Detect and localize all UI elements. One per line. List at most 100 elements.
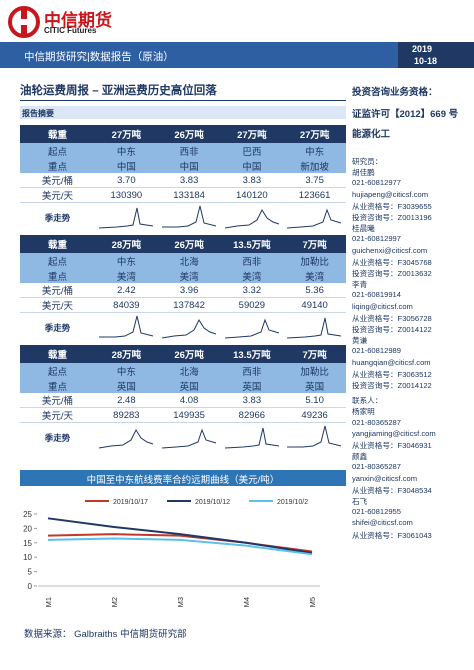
table-cell: 中东 bbox=[95, 143, 158, 158]
researcher-info: 投资咨询号：Z0014122 bbox=[352, 381, 432, 390]
sparkline bbox=[287, 208, 342, 229]
researcher-info: 投资咨询号：Z0013632 bbox=[352, 269, 432, 278]
table-cell: 28万吨 bbox=[95, 345, 158, 363]
sparkline bbox=[224, 427, 279, 449]
sparkline bbox=[99, 315, 154, 338]
sparkline-path bbox=[99, 315, 154, 338]
contact-info: yangjiaming@citicsf.com bbox=[352, 428, 436, 438]
y-tick-label: 15 bbox=[23, 539, 32, 548]
logo-mark bbox=[8, 6, 40, 38]
table-cell: 27万吨 bbox=[95, 125, 158, 143]
researcher-info: 021-60812977 bbox=[352, 178, 401, 188]
sparkline-path bbox=[287, 208, 342, 229]
table-cell: 加勒比 bbox=[283, 253, 346, 268]
table-cell: 3.70 bbox=[95, 173, 158, 188]
source: 数据来源： Galbraiths 中信期货研究部 bbox=[24, 629, 187, 640]
row-label: 重点 bbox=[20, 268, 95, 283]
series-line bbox=[47, 537, 313, 556]
y-tick-label: 0 bbox=[28, 582, 33, 591]
sparkline bbox=[224, 318, 279, 339]
table-cell: 149935 bbox=[157, 408, 221, 423]
researcher-info: 黄谦 bbox=[352, 336, 368, 346]
researcher-info: huangqian@citicsf.com bbox=[352, 357, 431, 367]
table-cell: 2.48 bbox=[95, 393, 158, 408]
chart-title-bar bbox=[20, 470, 346, 486]
table-cell: 美湾 bbox=[220, 268, 284, 283]
table-cell: 82966 bbox=[220, 408, 284, 423]
row-label: 起点 bbox=[20, 363, 95, 378]
x-tick-label: M1 bbox=[44, 597, 53, 607]
table-cell: 5.36 bbox=[283, 283, 346, 298]
table-cell: 26万吨 bbox=[157, 235, 221, 253]
table-cell: 28万吨 bbox=[95, 235, 158, 253]
sparkline-path bbox=[224, 318, 279, 339]
contact-info: 从业资格号：F3048534 bbox=[352, 485, 432, 495]
table-cell: 北海 bbox=[157, 253, 221, 268]
header-text: 中信期货研究|数据报告（原油） bbox=[24, 51, 174, 63]
qualification-title: 投资咨询业务资格： bbox=[352, 87, 438, 98]
sparkline-path bbox=[224, 208, 279, 229]
row-label: 美元/天 bbox=[20, 298, 95, 313]
x-tick-label: M4 bbox=[242, 597, 251, 607]
contact-info: 从业资格号：F3061043 bbox=[352, 530, 432, 540]
table-cell: 中国 bbox=[157, 158, 221, 173]
table-cell: 137842 bbox=[157, 298, 221, 313]
table-cell: 中东 bbox=[95, 253, 158, 268]
legend-label: 2019/10/12 bbox=[195, 499, 230, 506]
trend-label: 季走势 bbox=[44, 213, 71, 223]
researcher-info: 投资咨询号：Z0013196 bbox=[352, 213, 432, 222]
researcher-info: 从业资格号：F3056728 bbox=[352, 313, 432, 323]
table-cell: 英国 bbox=[220, 378, 284, 393]
legend-label: 2019/10/17 bbox=[113, 499, 148, 506]
table-cell: 3.83 bbox=[157, 173, 221, 188]
table-cell: 7万吨 bbox=[283, 345, 346, 363]
table-cell: 西非 bbox=[157, 143, 221, 158]
row-label: 载重 bbox=[20, 125, 95, 143]
contact-info: 从业资格号：F3046931 bbox=[352, 441, 432, 450]
sparkline-path bbox=[287, 425, 342, 448]
table-cell: 3.32 bbox=[220, 283, 284, 298]
logo-en: CITIC Futures bbox=[44, 26, 97, 35]
table-cell: 3.83 bbox=[220, 173, 284, 188]
table-cell: 5.10 bbox=[283, 393, 346, 408]
sparkline bbox=[287, 425, 342, 448]
table-cell: 中东 bbox=[95, 363, 158, 378]
contact-info: shifei@citicsf.com bbox=[352, 518, 413, 528]
contact-info: yanxin@citicsf.com bbox=[352, 473, 418, 483]
table-cell: 3.96 bbox=[157, 283, 221, 298]
y-tick-label: 5 bbox=[28, 568, 33, 577]
trend-label: 季走势 bbox=[44, 433, 71, 443]
sparkline bbox=[98, 207, 154, 229]
table-cell: 2.42 bbox=[95, 283, 158, 298]
x-tick-label: M3 bbox=[176, 597, 185, 607]
contact-info: 颜鑫 bbox=[352, 452, 368, 462]
researcher-info: hujiapeng@citicsf.com bbox=[352, 189, 429, 199]
sparkline bbox=[287, 317, 342, 339]
researcher-info: guichenxi@citicsf.com bbox=[352, 245, 428, 255]
table-cell: 13.5万吨 bbox=[220, 235, 284, 253]
row-label: 重点 bbox=[20, 158, 95, 173]
table-cell: 140120 bbox=[220, 188, 284, 203]
row-label: 载重 bbox=[20, 345, 95, 363]
row-label: 美元/桶 bbox=[20, 283, 95, 298]
table-cell: 西非 bbox=[220, 363, 284, 378]
table-cell: 89283 bbox=[95, 408, 158, 423]
sparkline-path bbox=[98, 207, 154, 229]
sparkline bbox=[161, 205, 216, 228]
table-cell: 130390 bbox=[95, 188, 158, 203]
table-cell: 7万吨 bbox=[283, 235, 346, 253]
summary-label: 报告摘要 bbox=[22, 109, 54, 118]
table-cell: 49236 bbox=[283, 408, 346, 423]
header-bar bbox=[0, 42, 474, 68]
sparkline-path bbox=[161, 205, 216, 228]
row-label: 美元/天 bbox=[20, 408, 95, 423]
table-cell: 中国 bbox=[220, 158, 284, 173]
series-line bbox=[47, 517, 313, 554]
researcher-info: 021-60812997 bbox=[352, 234, 401, 244]
contact-info: 021-80365287 bbox=[352, 417, 401, 427]
trend-label: 季走势 bbox=[44, 323, 71, 333]
table-cell: 中国 bbox=[95, 158, 158, 173]
chart: 2019/10/17 2019/10/12 2019/10/2 0 5 10 15 20 25 M… bbox=[23, 499, 320, 607]
researcher-info: 投资咨询号：Z0014122 bbox=[352, 325, 432, 334]
row-label: 重点 bbox=[20, 378, 95, 393]
